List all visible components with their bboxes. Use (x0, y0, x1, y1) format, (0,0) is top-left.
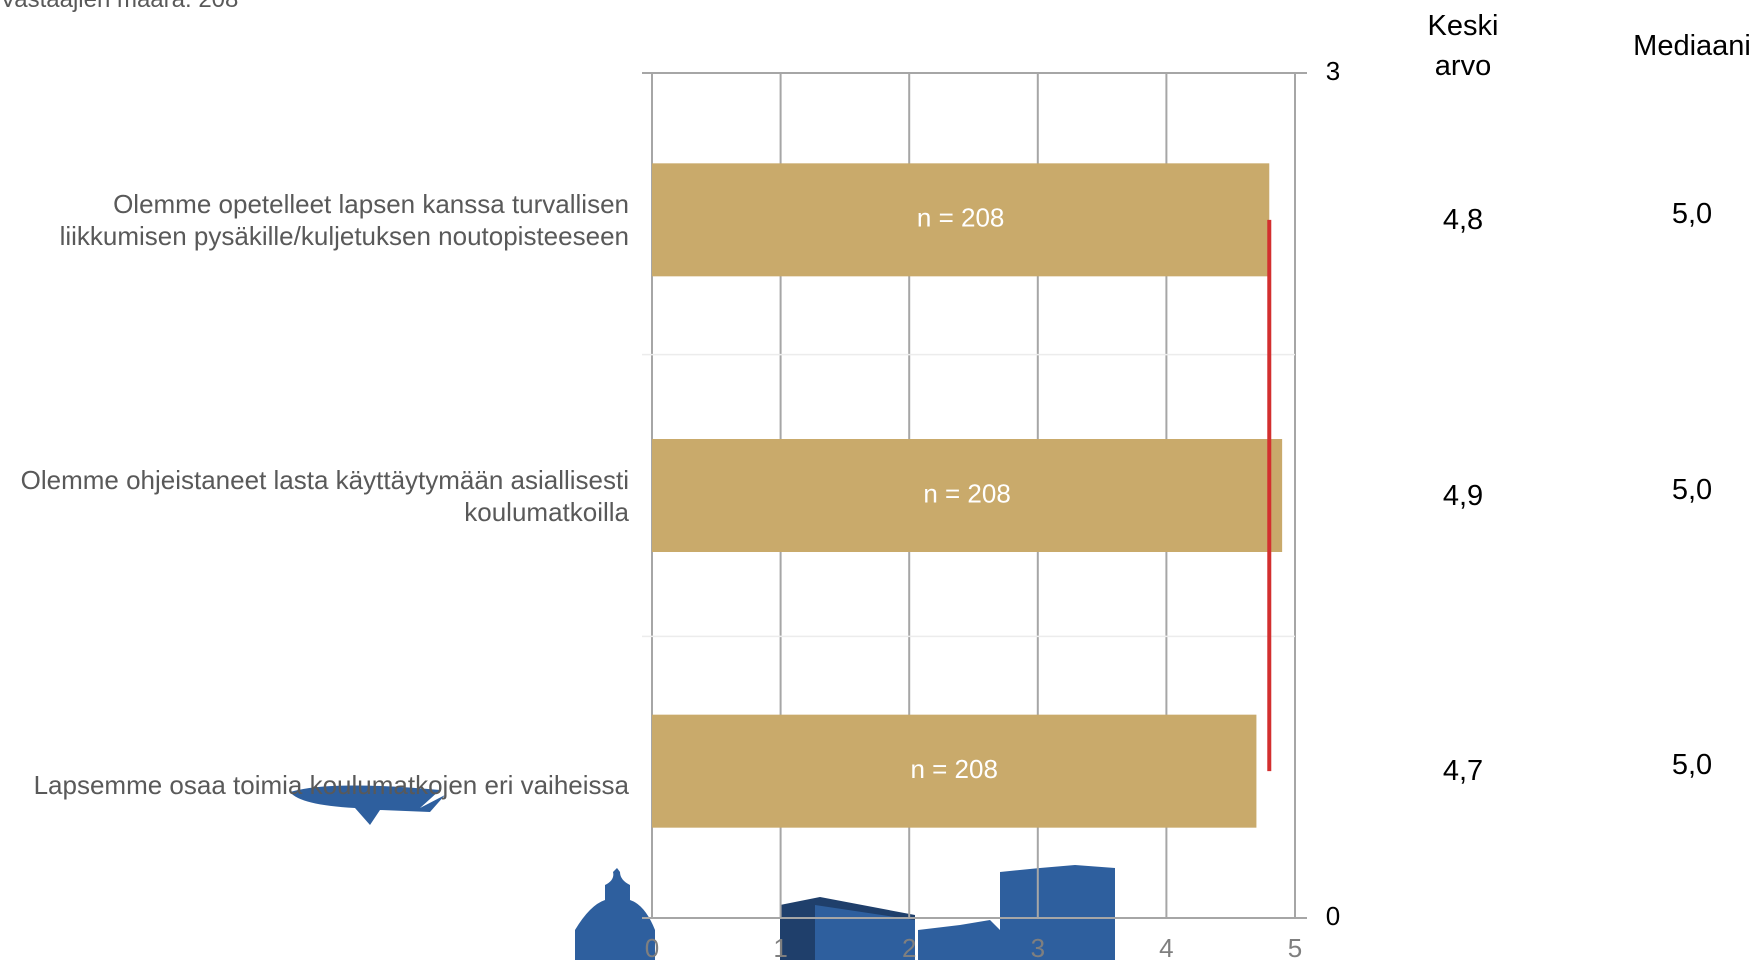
category-label: Olemme ohjeistaneet lasta käyttäytymään … (20, 464, 629, 527)
bar-text: n = 208 (923, 478, 1010, 508)
bar (652, 439, 1283, 552)
bar-text: n = 208 (917, 203, 1004, 233)
table-header: Keski arvo (1427, 10, 1499, 82)
x-tick-label: 3 (1031, 933, 1045, 960)
x-tick-label: 2 (902, 933, 916, 960)
table-cell: 4,8 (1442, 203, 1484, 236)
x-tick-label: 0 (645, 933, 659, 960)
x-tick-label: 1 (773, 933, 787, 960)
table-cell: 5,0 (1671, 749, 1713, 782)
category-label: Olemme opetelleet lapsen kanssa turvalli… (59, 188, 629, 251)
decoration (290, 785, 1115, 960)
table-cell: 5,0 (1671, 197, 1713, 230)
category-label: Lapsemme osaa toimia koulumatkojen eri v… (33, 770, 629, 801)
table-cell: 4,7 (1442, 755, 1484, 788)
bar-text: n = 208 (910, 754, 997, 784)
x-tick-label: 4 (1159, 933, 1173, 960)
table-cell: 5,0 (1671, 473, 1713, 506)
bar (652, 163, 1270, 277)
y2-tick-label: 3 (1326, 56, 1340, 86)
x-tick-label: 5 (1288, 933, 1302, 960)
table-header: Mediaani (1633, 30, 1751, 62)
table-cell: 4,9 (1442, 479, 1484, 512)
bar (652, 714, 1257, 828)
subtitle: Vastaajien määrä: 208 (0, 0, 238, 14)
y2-tick-label: 0 (1326, 901, 1340, 931)
